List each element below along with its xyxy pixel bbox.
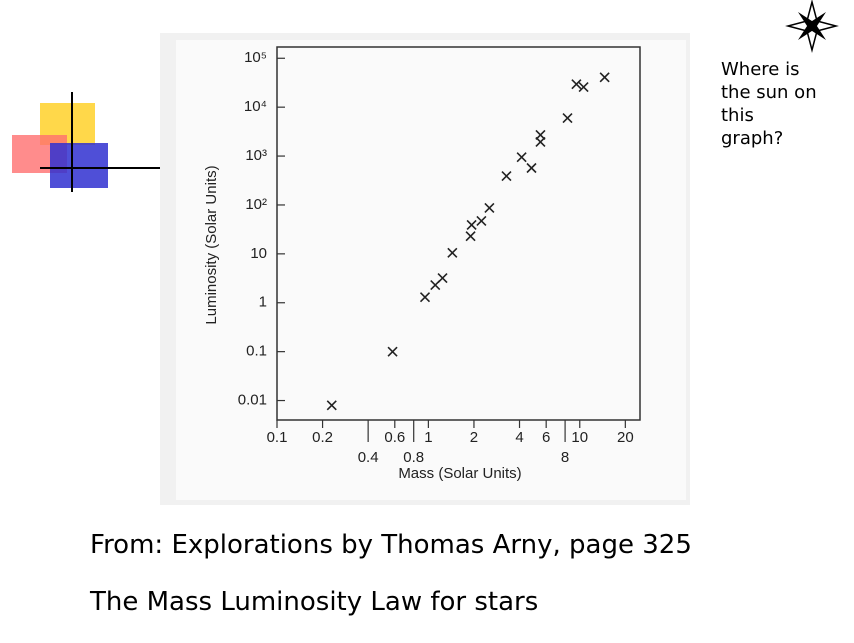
scan-page — [176, 40, 686, 500]
star-point — [516, 152, 527, 163]
star-point — [466, 219, 477, 231]
star-point — [437, 272, 448, 284]
star-point — [476, 215, 487, 227]
cross-stroke — [526, 162, 537, 174]
star-point — [419, 292, 431, 303]
star-point — [562, 112, 573, 124]
x-tick-label: 20 — [617, 429, 634, 446]
y-tick-label: 0.01 — [238, 392, 267, 409]
cross-stroke — [535, 129, 546, 141]
compass-icon — [785, 0, 839, 53]
y-tick-label: 10⁵ — [244, 49, 267, 66]
cross-stroke — [419, 292, 431, 303]
cross-stroke — [465, 231, 476, 242]
cross-stroke — [516, 152, 527, 163]
x-tick-label: 2 — [470, 429, 478, 446]
deco-square — [50, 143, 108, 188]
x-tick-label: 4 — [515, 429, 523, 446]
cross-stroke — [501, 170, 512, 182]
cross-stroke — [387, 346, 398, 357]
y-tick-label: 10 — [250, 245, 267, 262]
x-tick-label: 0.6 — [384, 429, 405, 446]
y-axis-label: Luminosity (Solar Units) — [203, 165, 220, 324]
cross-stroke — [562, 112, 573, 124]
x-tick-label: 0.1 — [267, 429, 288, 446]
star-point — [599, 72, 610, 83]
source: From: Explorations by Thomas Arny, page … — [90, 530, 692, 560]
star-point — [501, 170, 512, 182]
star-point — [465, 231, 476, 242]
plot-frame — [276, 46, 641, 421]
cross-stroke — [476, 215, 487, 227]
cross-stroke — [484, 202, 495, 213]
star-point — [571, 79, 582, 90]
star-point — [578, 82, 589, 93]
star-point — [526, 162, 537, 174]
cross-stroke — [326, 400, 337, 411]
star-point — [484, 202, 495, 213]
x-tick-label: 10 — [571, 429, 588, 446]
star-point — [535, 129, 546, 141]
y-tick-label: 10⁴ — [244, 98, 267, 115]
cross-stroke — [578, 82, 589, 93]
x-tick-label: 0.8 — [403, 449, 424, 466]
note: Where is the sun on this graph? — [721, 59, 817, 149]
star-point — [326, 400, 337, 411]
y-tick-label: 10² — [245, 196, 267, 213]
x-tick-label: 1 — [424, 429, 432, 446]
cross-stroke — [447, 247, 458, 258]
y-tick-label: 1 — [259, 294, 267, 311]
cross-stroke — [466, 219, 477, 231]
caption: The Mass Luminosity Law for stars — [90, 587, 539, 617]
x-axis-label: Mass (Solar Units) — [398, 465, 521, 482]
star-point — [387, 346, 398, 357]
cross-stroke — [571, 79, 582, 90]
x-tick-label: 8 — [561, 449, 569, 466]
star-point — [447, 247, 458, 258]
x-tick-label: 0.4 — [358, 449, 379, 466]
y-tick-label: 0.1 — [246, 343, 267, 360]
y-tick-label: 10³ — [245, 147, 267, 164]
x-tick-label: 6 — [542, 429, 550, 446]
x-tick-label: 0.2 — [312, 429, 333, 446]
cross-stroke — [437, 272, 448, 284]
cross-stroke — [599, 72, 610, 83]
